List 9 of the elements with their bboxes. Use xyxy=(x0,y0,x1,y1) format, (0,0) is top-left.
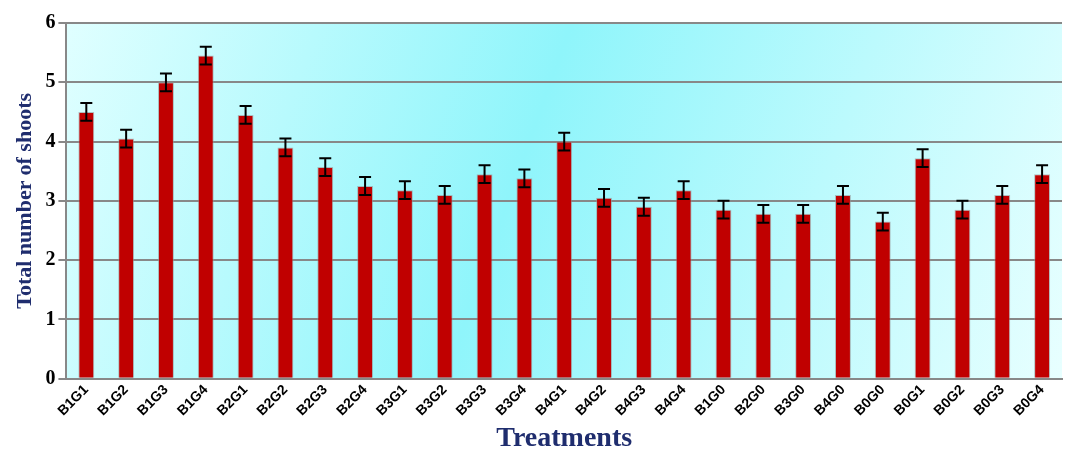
y-tick-label: 0 xyxy=(45,365,56,388)
y-tick-label: 4 xyxy=(45,128,56,151)
y-tick-label: 2 xyxy=(45,247,56,270)
x-axis-title: Treatments xyxy=(496,421,633,453)
y-tick-label: 1 xyxy=(45,306,56,329)
y-tick-label: 5 xyxy=(45,69,56,92)
y-tick-label: 6 xyxy=(45,10,56,33)
y-tick-label: 3 xyxy=(45,188,56,210)
y-axis-title: Total number of shoots xyxy=(10,92,36,309)
